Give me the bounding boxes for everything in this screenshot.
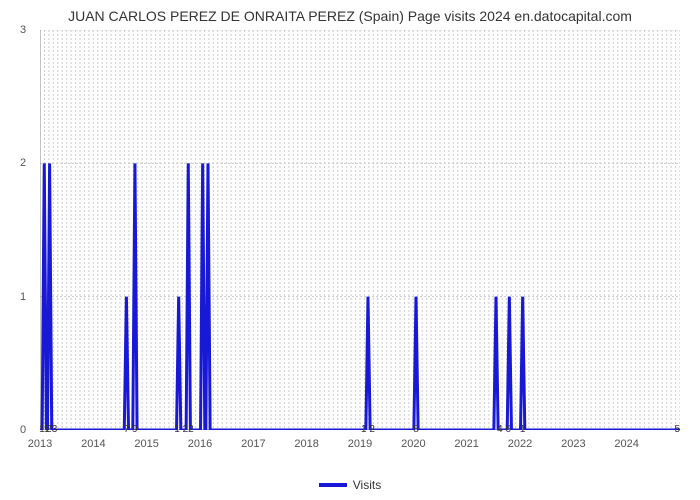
- x-tick-label: 2013: [28, 438, 52, 450]
- y-tick-label: 3: [20, 24, 26, 36]
- y-tick-label: 0: [20, 424, 26, 436]
- value-label: 23: [46, 424, 57, 435]
- x-tick-label: 2015: [134, 438, 158, 450]
- value-label: 1: [520, 424, 526, 435]
- x-tick-label: 2022: [508, 438, 532, 450]
- x-tick-label: 2024: [614, 438, 638, 450]
- value-label: 1 22: [174, 424, 193, 435]
- x-tick-label: 2018: [294, 438, 318, 450]
- y-tick-label: 2: [20, 157, 26, 169]
- value-label: 8: [413, 424, 419, 435]
- value-label: 5: [675, 424, 681, 435]
- x-tick-label: 2021: [454, 438, 478, 450]
- legend-swatch: [319, 483, 347, 487]
- legend-label: Visits: [353, 478, 381, 492]
- chart-svg: [40, 30, 680, 430]
- chart-title: JUAN CARLOS PEREZ DE ONRAITA PEREZ (Spai…: [0, 8, 700, 24]
- x-tick-label: 2017: [241, 438, 265, 450]
- value-label: 7 9: [124, 424, 138, 435]
- chart-plot-area: [40, 30, 680, 430]
- value-label: 1 2: [361, 424, 375, 435]
- x-tick-label: 2023: [561, 438, 585, 450]
- x-tick-label: 2020: [401, 438, 425, 450]
- x-tick-label: 2014: [81, 438, 105, 450]
- legend: Visits: [0, 478, 700, 492]
- x-tick-label: 2016: [188, 438, 212, 450]
- x-tick-label: 2019: [348, 438, 372, 450]
- value-label: 4 6: [497, 424, 511, 435]
- y-tick-label: 1: [20, 291, 26, 303]
